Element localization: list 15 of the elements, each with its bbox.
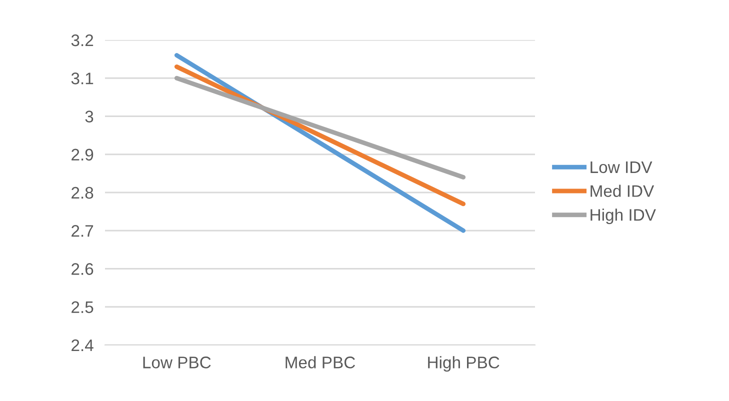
legend-label: High IDV <box>590 208 656 224</box>
x-tick-label: Med PBC <box>286 356 356 368</box>
y-tick-label: 2.4 <box>72 339 94 352</box>
legend-label: Low IDV <box>590 161 652 174</box>
y-tick-label: 3.1 <box>71 72 94 84</box>
y-tick-label: 2.8 <box>72 186 94 199</box>
y-tick-label: 2.7 <box>72 225 94 237</box>
y-tick-label: 3 <box>85 110 94 122</box>
x-tick-label: High PBC <box>428 356 500 372</box>
legend-label: Med IDV <box>590 184 654 197</box>
y-tick-label: 2.5 <box>72 301 94 314</box>
y-tick-label: 3.2 <box>71 34 94 46</box>
x-tick-label: Low PBC <box>143 356 211 368</box>
y-tick-label: 2.9 <box>72 148 94 161</box>
y-tick-label: 2.6 <box>72 263 94 275</box>
